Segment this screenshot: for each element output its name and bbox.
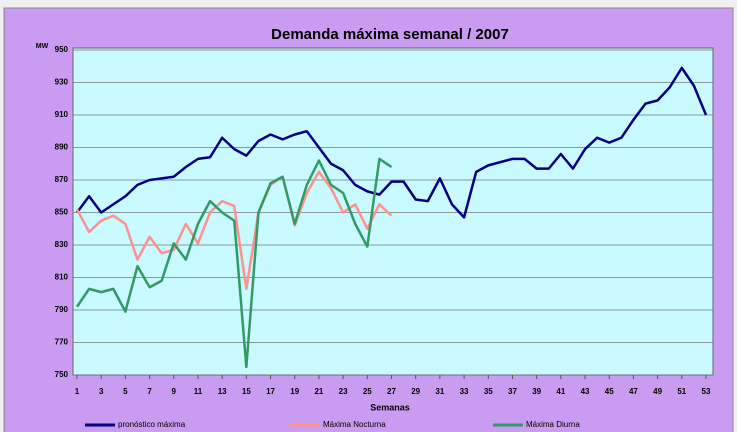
x-tick-label: 35: [484, 387, 493, 396]
plot-area: [72, 47, 714, 376]
x-tick-label: 19: [290, 387, 299, 396]
chart-title: Demanda máxima semanal / 2007: [271, 26, 509, 43]
legend-label: Máxima Nocturna: [323, 420, 386, 429]
x-tick-label: 53: [702, 387, 711, 396]
y-tick-label: 930: [55, 78, 69, 87]
x-tick-label: 3: [99, 387, 104, 396]
x-tick-label: 43: [581, 387, 590, 396]
y-tick-label: 890: [55, 143, 69, 152]
legend-label: pronóstico máxima: [118, 420, 186, 429]
x-tick-label: 1: [75, 387, 80, 396]
x-tick-label: 39: [532, 387, 541, 396]
x-tick-label: 11: [194, 387, 203, 396]
y-tick-label: 950: [55, 45, 69, 54]
x-tick-label: 23: [339, 387, 348, 396]
legend-label: Máxima Diurna: [526, 420, 580, 429]
x-tick-label: 9: [172, 387, 177, 396]
x-tick-label: 49: [653, 387, 662, 396]
x-tick-label: 7: [147, 387, 152, 396]
x-tick-label: 5: [123, 387, 128, 396]
x-tick-label: 25: [363, 387, 372, 396]
x-tick-label: 29: [411, 387, 420, 396]
y-tick-label: 750: [55, 370, 69, 379]
x-tick-label: 13: [218, 387, 227, 396]
x-tick-label: 31: [435, 387, 444, 396]
x-tick-label: 21: [314, 387, 323, 396]
y-tick-label: 910: [55, 110, 69, 119]
y-axis-label: MW: [36, 43, 49, 50]
x-tick-label: 15: [242, 387, 251, 396]
x-tick-label: 17: [266, 387, 275, 396]
x-tick-label: 51: [677, 387, 686, 396]
y-tick-label: 790: [55, 305, 69, 314]
x-tick-label: 33: [460, 387, 469, 396]
x-tick-label: 37: [508, 387, 517, 396]
y-tick-label: 770: [55, 338, 69, 347]
y-tick-label: 870: [55, 175, 69, 184]
y-tick-label: 830: [55, 240, 69, 249]
x-axis-label: Semanas: [370, 402, 410, 412]
x-tick-label: 45: [605, 387, 614, 396]
series-line: [75, 66, 708, 219]
x-tick-label: 41: [556, 387, 565, 396]
x-tick-label: 47: [629, 387, 638, 396]
x-tick-label: 27: [387, 387, 396, 396]
y-tick-label: 810: [55, 273, 69, 282]
series-line: [75, 170, 393, 291]
y-tick-label: 850: [55, 208, 69, 217]
series-line: [75, 157, 393, 369]
